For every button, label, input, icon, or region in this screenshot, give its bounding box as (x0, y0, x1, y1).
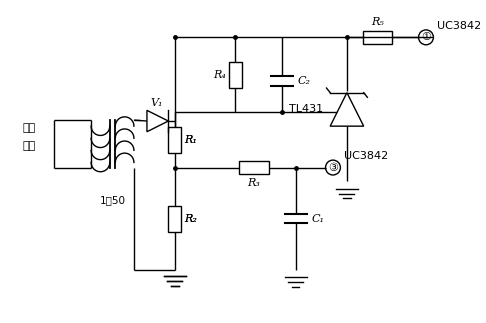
Text: R₅: R₅ (371, 17, 384, 27)
Bar (168, 206, 181, 232)
Polygon shape (330, 93, 364, 126)
Text: UC3842: UC3842 (437, 21, 482, 31)
Text: 电路: 电路 (22, 141, 35, 151)
Text: 接主: 接主 (22, 122, 35, 132)
Bar (239, 161, 269, 174)
Text: R₁: R₁ (184, 135, 197, 145)
Polygon shape (147, 110, 168, 132)
Text: V₁: V₁ (151, 98, 163, 108)
Text: ①: ① (421, 32, 431, 42)
Bar (363, 31, 393, 44)
Text: R₁: R₁ (184, 135, 197, 145)
Text: R₃: R₃ (247, 178, 260, 188)
Text: ③: ③ (328, 162, 338, 172)
Text: UC3842: UC3842 (344, 151, 388, 162)
Text: C₂: C₂ (297, 76, 311, 86)
Text: C₁: C₁ (312, 214, 325, 224)
Bar (229, 61, 242, 88)
Bar (168, 127, 181, 153)
Text: 1：50: 1：50 (100, 195, 125, 205)
Text: TL431: TL431 (289, 104, 323, 114)
Text: R₄: R₄ (213, 69, 226, 79)
Text: R₂: R₂ (184, 214, 197, 224)
Text: R₂: R₂ (184, 214, 197, 224)
